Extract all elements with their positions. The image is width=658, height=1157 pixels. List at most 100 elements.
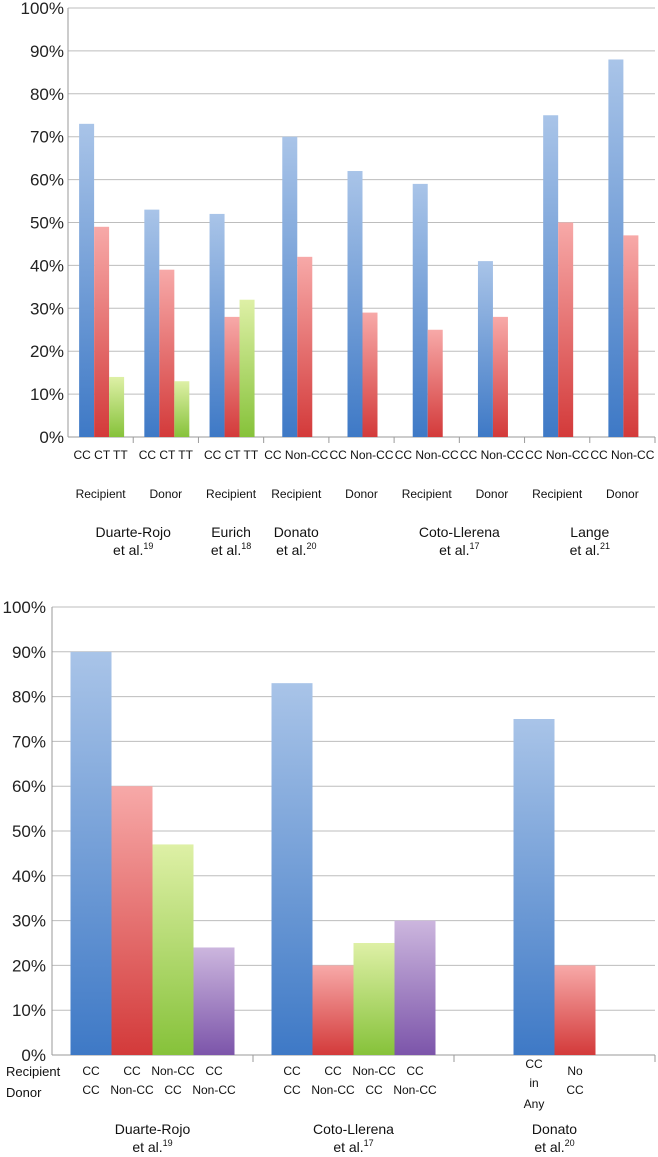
- donor-row-label: Donor: [6, 1085, 42, 1100]
- top-study-label-etal: et al.21: [570, 541, 610, 558]
- top-bar-red: [94, 226, 110, 437]
- top-study-label-name: Coto-Llerena: [419, 524, 500, 540]
- bottom-bar-purple: [193, 947, 235, 1055]
- top-bar-blue: [543, 115, 559, 437]
- top-y-tick-label: 40%: [30, 256, 64, 275]
- bottom-y-tick-label: 0%: [21, 1046, 46, 1065]
- top-role-label: Donor: [345, 487, 378, 501]
- top-study-label-ref: 19: [143, 541, 153, 551]
- bottom-bar-green: [353, 943, 395, 1055]
- top-role-label: Recipient: [206, 487, 257, 501]
- bottom-donor-label: CC: [365, 1083, 383, 1097]
- bottom-recipient-label: CC: [525, 1057, 543, 1071]
- bottom-bar-red: [312, 965, 354, 1055]
- bottom-donor-label: CC: [566, 1083, 584, 1097]
- top-category-label: CC Non-CC: [525, 448, 589, 462]
- top-category-label: CC CT TT: [139, 448, 194, 462]
- bottom-donor-label: Non-CC: [110, 1083, 154, 1097]
- bottom-y-tick-label: 70%: [12, 732, 46, 751]
- top-y-tick-label: 80%: [30, 85, 64, 104]
- bottom-study-label-etal: et al.17: [333, 1138, 373, 1155]
- bottom-recipient-label: Non-CC: [151, 1064, 195, 1078]
- bottom-y-tick-label: 30%: [12, 912, 46, 931]
- top-category-label: CC CT TT: [204, 448, 259, 462]
- bottom-recipient-label: CC: [406, 1064, 424, 1078]
- top-role-label: Recipient: [402, 487, 453, 501]
- top-y-tick-label: 90%: [30, 42, 64, 61]
- top-study-label-ref: 17: [470, 541, 480, 551]
- top-study-label-etal: et al.20: [276, 541, 316, 558]
- bottom-study-label-ref: 20: [565, 1138, 575, 1148]
- bottom-donor-label: Non-CC: [192, 1083, 236, 1097]
- bottom-donor-label: CC: [164, 1083, 182, 1097]
- top-role-label: Recipient: [271, 487, 322, 501]
- top-bar-blue: [477, 261, 493, 437]
- top-bars: [79, 59, 639, 437]
- bottom-y-tick-label: 90%: [12, 643, 46, 662]
- top-category-label: CC Non-CC: [395, 448, 459, 462]
- top-bar-green: [109, 376, 125, 437]
- bottom-bar-blue: [513, 719, 555, 1055]
- recipient-row-label: Recipient: [6, 1064, 61, 1079]
- top-y-tick-label: 70%: [30, 128, 64, 147]
- bottom-study-label-ref: 19: [163, 1138, 173, 1148]
- top-role-label: Donor: [476, 487, 509, 501]
- top-y-tick-label: 50%: [30, 214, 64, 233]
- bottom-y-tick-label: 40%: [12, 867, 46, 886]
- top-bar-blue: [79, 123, 95, 437]
- top-bar-red: [159, 269, 175, 437]
- bottom-study-label-etal: et al.20: [534, 1138, 574, 1155]
- top-y-tick-label: 10%: [30, 385, 64, 404]
- top-study-label-ref: 18: [241, 541, 251, 551]
- top-bar-red: [362, 312, 378, 437]
- bottom-study-label-name: Coto-Llerena: [313, 1121, 394, 1137]
- bottom-bar-green: [152, 844, 194, 1055]
- top-category-label: CC Non-CC: [460, 448, 524, 462]
- bottom-recipient-label: Non-CC: [352, 1064, 396, 1078]
- top-bar-blue: [144, 209, 160, 437]
- bottom-bar-blue: [271, 683, 313, 1055]
- bottom-bar-blue: [70, 651, 112, 1055]
- bottom-donor-label: Non-CC: [393, 1083, 437, 1097]
- bottom-recipient-label: CC: [123, 1064, 141, 1078]
- top-y-tick-label: 0%: [39, 428, 64, 447]
- top-role-label: Donor: [606, 487, 639, 501]
- top-y-tick-label: 30%: [30, 299, 64, 318]
- top-study-label-name: Donato: [274, 524, 319, 540]
- bottom-recipient-label: CC: [205, 1064, 223, 1078]
- bottom-study-label-name: Donato: [532, 1121, 577, 1137]
- top-role-label: Recipient: [76, 487, 127, 501]
- bottom-donor-label: CC: [82, 1083, 100, 1097]
- top-bar-chart: 0% 10% 20% 30% 40% 50% 60% 70% 80% 90% 100% CC CT T…: [21, 0, 656, 558]
- bottom-bar-red: [111, 786, 153, 1055]
- top-bar-blue: [347, 171, 363, 437]
- top-bar-green: [174, 381, 190, 437]
- top-bar-blue: [412, 183, 428, 437]
- bottom-donor-label: Non-CC: [311, 1083, 355, 1097]
- top-bar-red: [558, 222, 574, 437]
- top-study-label-etal: et al.19: [113, 541, 153, 558]
- top-study-label-name: Duarte-Rojo: [95, 524, 171, 540]
- top-bar-green: [239, 299, 255, 437]
- bottom-y-tick-label: 100%: [3, 598, 46, 617]
- top-study-label-etal: et al.18: [211, 541, 251, 558]
- top-category-label: CC CT TT: [73, 448, 128, 462]
- top-bar-red: [297, 256, 313, 437]
- top-y-tick-label: 100%: [21, 0, 64, 18]
- top-study-label-name: Eurich: [211, 524, 251, 540]
- top-study-label-name: Lange: [570, 524, 609, 540]
- bottom-donor-label: in: [529, 1076, 538, 1090]
- top-role-label: Recipient: [532, 487, 583, 501]
- bottom-donor-label: CC: [283, 1083, 301, 1097]
- top-bar-blue: [282, 136, 298, 437]
- top-bar-blue: [608, 59, 624, 437]
- bottom-y-tick-label: 50%: [12, 822, 46, 841]
- top-bar-red: [427, 329, 443, 437]
- bottom-bar-red: [554, 965, 596, 1055]
- top-bar-red: [492, 316, 508, 437]
- bottom-y-tick-label: 20%: [12, 956, 46, 975]
- top-bar-red: [224, 316, 240, 437]
